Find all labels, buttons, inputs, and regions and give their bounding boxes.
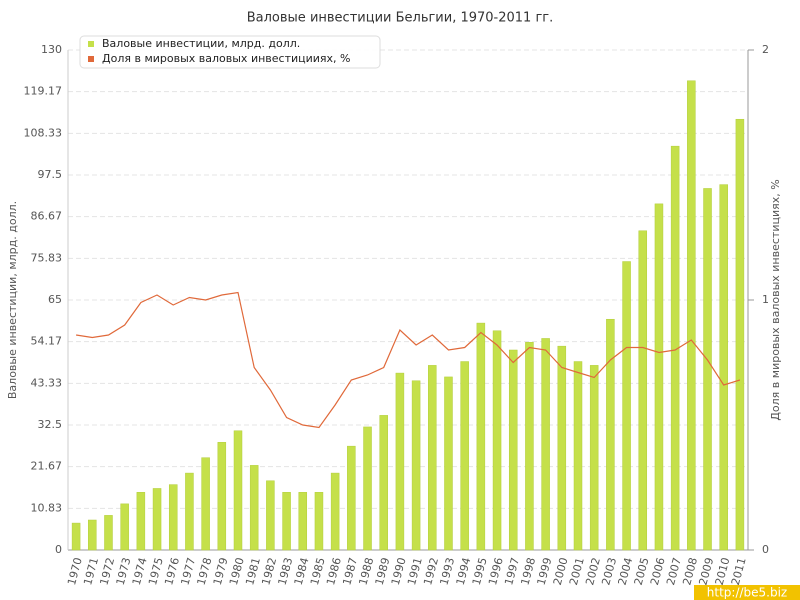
legend-label: Валовые инвестиции, млрд. долл. <box>102 37 300 50</box>
bar <box>492 330 502 551</box>
y-tick-label: 119.17 <box>24 85 63 98</box>
y-tick-label: 86.67 <box>31 210 63 223</box>
bar <box>185 472 194 551</box>
bar <box>460 361 469 551</box>
bar <box>120 503 129 551</box>
bar <box>330 472 340 551</box>
y-tick-label: 21.67 <box>31 460 63 473</box>
y2-tick-label: 2 <box>762 43 769 56</box>
bar <box>233 430 243 551</box>
bar <box>606 318 615 551</box>
bar <box>201 457 210 551</box>
bar <box>654 203 664 551</box>
legend-swatch <box>88 56 94 62</box>
legend-box <box>79 35 381 69</box>
bar <box>428 365 437 551</box>
bar <box>638 230 648 551</box>
bar <box>525 342 534 551</box>
bar <box>719 184 728 551</box>
bar <box>298 492 308 551</box>
bar <box>136 492 146 551</box>
bar <box>217 442 227 551</box>
bar <box>88 519 97 551</box>
bar <box>557 345 567 551</box>
y-tick-label: 0 <box>55 543 62 556</box>
bar <box>249 465 259 551</box>
bar <box>589 365 599 551</box>
bar <box>71 522 81 551</box>
legend-swatch <box>88 41 94 47</box>
bar <box>104 515 113 551</box>
y2-axis-label: Доля в мировых валовых инвестициях, % <box>769 179 782 420</box>
y-axis-label: Валовые инвестиции, млрд. долл. <box>6 201 19 399</box>
line <box>76 291 741 429</box>
bar <box>168 484 178 551</box>
y-tick-label: 32.5 <box>38 418 63 431</box>
bar <box>395 372 405 551</box>
bar <box>508 349 518 551</box>
bar <box>703 188 712 551</box>
y-tick-label: 97.5 <box>38 168 63 181</box>
bar <box>444 376 453 551</box>
y-tick-label: 10.83 <box>31 501 63 514</box>
chart-title: Валовые инвестиции Бельгии, 1970-2011 гг… <box>247 11 554 26</box>
bar <box>411 380 421 551</box>
y-tick-label: 43.33 <box>31 376 63 389</box>
bar <box>735 118 745 551</box>
y-tick-label: 75.83 <box>31 251 63 264</box>
y2-tick-label: 0 <box>762 543 769 556</box>
y-tick-label: 130 <box>41 43 62 56</box>
bar <box>347 445 356 551</box>
legend-label: Доля в мировых валовых инвестициияx, % <box>102 52 351 65</box>
y-tick-label: 65 <box>48 293 62 306</box>
bar <box>152 488 162 551</box>
watermark-box <box>694 585 800 600</box>
y2-tick-label: 1 <box>762 293 769 306</box>
bar <box>363 426 372 551</box>
y-tick-label: 54.17 <box>31 335 63 348</box>
watermark: http://be5.biz <box>707 586 787 600</box>
bar <box>266 480 275 551</box>
bar <box>314 492 324 551</box>
bar <box>687 80 696 551</box>
y-tick-label: 108.33 <box>24 126 63 139</box>
bar <box>573 361 583 551</box>
bar <box>476 322 486 551</box>
bar <box>379 415 388 551</box>
bar <box>622 261 631 551</box>
bar <box>541 338 550 551</box>
bar <box>282 492 291 551</box>
legend: Валовые инвестиции, млрд. долл. Доля в ми… <box>79 35 381 69</box>
